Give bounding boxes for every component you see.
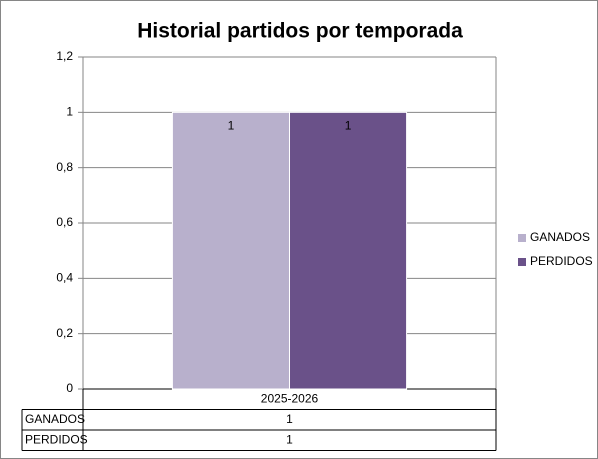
table-value: 1 bbox=[286, 412, 293, 426]
table-series-name: PERDIDOS bbox=[25, 432, 88, 446]
legend-swatch bbox=[518, 234, 526, 242]
y-tick-label: 0,6 bbox=[56, 215, 73, 229]
chart-title: Historial partidos por temporada bbox=[137, 20, 463, 43]
y-tick-label: 0,2 bbox=[56, 326, 73, 340]
data-label: 1 bbox=[345, 119, 352, 133]
y-tick-label: 0 bbox=[66, 381, 73, 395]
x-tick-label: 2025-2026 bbox=[261, 391, 319, 405]
y-tick-label: 1 bbox=[66, 105, 73, 119]
y-tick-label: 1,2 bbox=[56, 49, 73, 63]
bar bbox=[289, 111, 408, 390]
legend-label: GANADOS bbox=[530, 230, 590, 244]
bar bbox=[171, 111, 291, 390]
y-tick-label: 0,4 bbox=[56, 271, 73, 285]
table-series-name: GANADOS bbox=[25, 412, 85, 426]
data-label: 1 bbox=[228, 119, 235, 133]
legend-label: PERDIDOS bbox=[530, 254, 593, 268]
table-value: 1 bbox=[286, 432, 293, 446]
y-tick-label: 0,8 bbox=[56, 160, 73, 174]
legend-swatch bbox=[518, 258, 526, 266]
